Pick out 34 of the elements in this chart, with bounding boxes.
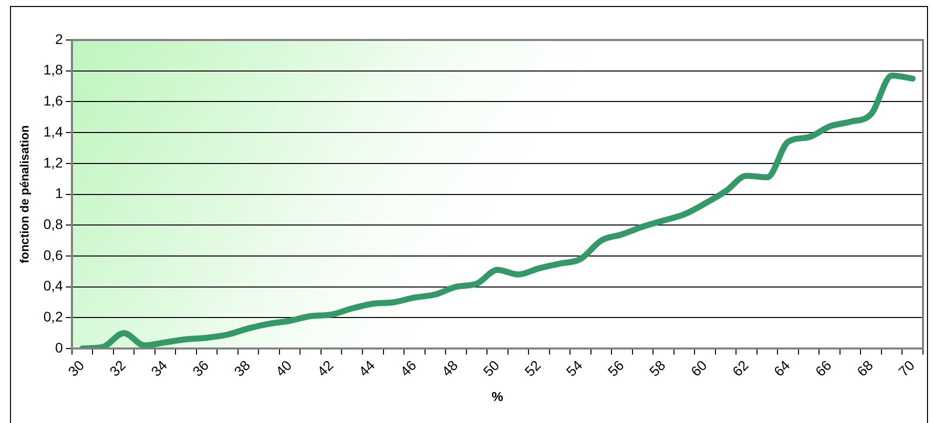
x-tick-label: 70 <box>895 356 918 380</box>
x-tick-label: 44 <box>355 356 378 380</box>
x-tick-label: 40 <box>272 356 295 380</box>
y-tick-label: 0,4 <box>43 278 64 294</box>
y-tick-label: 0,8 <box>43 216 64 232</box>
x-tick-label: 36 <box>189 356 212 380</box>
x-tick-label: 32 <box>106 356 129 380</box>
x-tick-label: 62 <box>729 356 752 380</box>
x-tick-label: 46 <box>396 356 420 380</box>
x-tick-label: 58 <box>646 356 669 380</box>
x-tick-label: 50 <box>480 356 502 380</box>
y-tick-label: 1,4 <box>43 123 64 140</box>
y-tick-label: 0,6 <box>43 246 64 263</box>
x-tick-label: 34 <box>148 356 170 380</box>
x-tick-label: 60 <box>688 356 710 380</box>
y-tick-label: 2 <box>55 30 64 47</box>
x-tick-label: 42 <box>314 356 336 380</box>
x-tick-label: 68 <box>854 356 876 380</box>
y-tick-label: 1 <box>55 185 64 202</box>
y-tick-label: 1,6 <box>43 92 64 109</box>
x-tick-label: 66 <box>812 356 835 380</box>
x-tick-label: 56 <box>604 356 627 380</box>
y-tick-label: 1,8 <box>43 62 64 78</box>
x-tick-label: 48 <box>438 356 461 380</box>
y-tick-label: 1,2 <box>43 154 64 170</box>
y-axis-title: fonction de pénalisation <box>18 125 32 264</box>
y-tick-label: 0 <box>55 339 64 356</box>
x-tick-label: 54 <box>562 356 586 380</box>
y-tick-label: 0,2 <box>43 308 64 325</box>
x-tick-label: 52 <box>521 356 544 380</box>
x-tick-label: 64 <box>770 356 794 380</box>
x-tick-label: 30 <box>64 356 88 380</box>
x-tick-label: 38 <box>230 356 254 380</box>
x-axis-title: % <box>492 388 504 404</box>
